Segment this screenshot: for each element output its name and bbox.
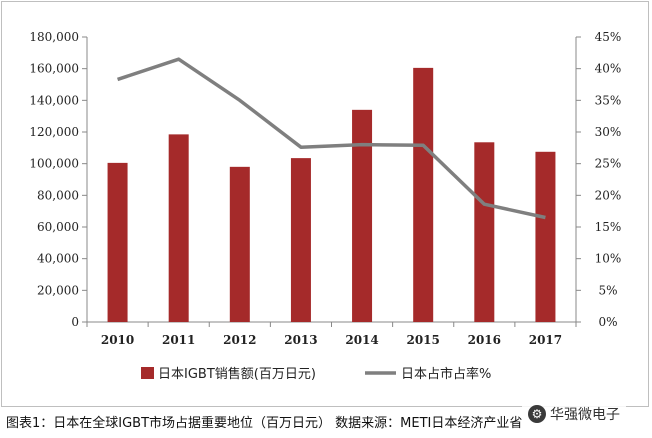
x-tick-label: 2017	[529, 333, 562, 347]
chip-logo-icon: ⚙	[528, 405, 546, 423]
bar-2013	[290, 158, 311, 322]
left-tick-label: 80,000	[37, 188, 79, 202]
chart-frame	[1, 1, 649, 407]
bar-2010	[107, 162, 128, 322]
right-tick-label: 25%	[595, 157, 622, 171]
right-tick-label: 45%	[595, 30, 622, 44]
right-tick-label: 20%	[595, 188, 622, 202]
watermark-text: 华强微电子	[550, 407, 620, 423]
left-tick-label: 60,000	[37, 220, 79, 234]
x-tick-label: 2010	[101, 333, 134, 347]
bar-2012	[229, 166, 250, 322]
x-tick-label: 2011	[162, 333, 195, 347]
bar-2017	[535, 151, 556, 322]
right-tick-label: 10%	[595, 252, 622, 266]
bar-2011	[168, 134, 189, 322]
legend-bar-swatch	[141, 367, 154, 379]
left-tick-label: 140,000	[29, 93, 79, 107]
left-tick-label: 120,000	[29, 125, 79, 139]
x-tick-label: 2015	[406, 333, 439, 347]
right-tick-label: 40%	[595, 62, 622, 76]
bar-2014	[352, 109, 373, 322]
left-tick-label: 0	[71, 315, 79, 329]
right-tick-label: 35%	[595, 93, 622, 107]
x-tick-label: 2012	[223, 333, 256, 347]
figure-caption: 图表1：日本在全球IGBT市场占据重要地位（百万日元） 数据来源：METI日本经…	[6, 416, 523, 431]
left-tick-label: 160,000	[29, 62, 79, 76]
watermark: ⚙ 华强微电子	[522, 403, 626, 425]
left-tick-label: 20,000	[37, 283, 79, 297]
right-tick-label: 0%	[598, 315, 617, 329]
legend-line-label: 日本占市占率%	[401, 366, 491, 382]
right-tick-label: 15%	[595, 220, 622, 234]
left-tick-label: 180,000	[29, 30, 79, 44]
right-tick-label: 5%	[598, 283, 617, 297]
x-tick-label: 2016	[468, 333, 501, 347]
left-tick-label: 100,000	[29, 157, 79, 171]
bar-2016	[474, 142, 495, 322]
bar-2015	[413, 67, 434, 322]
share-line	[117, 57, 546, 220]
left-tick-label: 40,000	[37, 252, 79, 266]
legend-bar-label: 日本IGBT销售额(百万日元)	[158, 366, 316, 382]
right-tick-label: 30%	[595, 125, 622, 139]
x-tick-label: 2013	[284, 333, 317, 347]
x-tick-label: 2014	[345, 333, 378, 347]
